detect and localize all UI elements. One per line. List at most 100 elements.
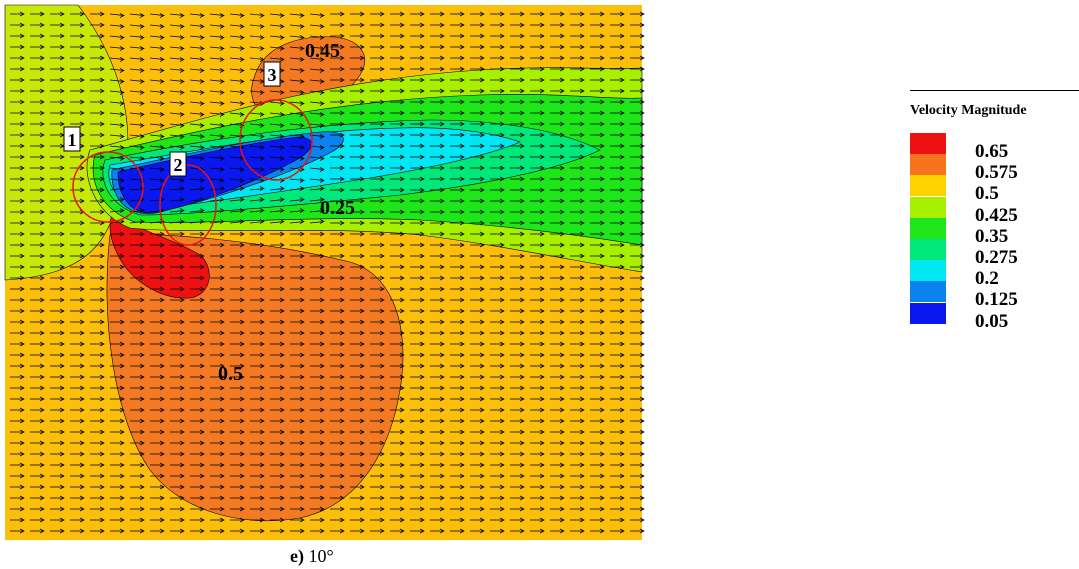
vector-arrow <box>510 473 525 479</box>
vector-arrow <box>130 385 145 391</box>
vector-arrow <box>170 451 185 457</box>
vector-arrow <box>10 22 25 28</box>
vector-arrow <box>610 110 625 116</box>
vector-arrow <box>350 77 365 83</box>
legend-label-5: 0.275 <box>975 247 1018 268</box>
vector-arrow <box>430 99 445 105</box>
vector-arrow <box>70 374 85 380</box>
vector-arrow <box>530 418 545 424</box>
vector-arrow <box>170 396 185 402</box>
vector-arrow <box>70 242 85 248</box>
vector-arrow <box>550 308 565 314</box>
vector-arrow <box>129 101 145 106</box>
vector-arrow <box>330 374 345 380</box>
vector-arrow <box>450 44 465 50</box>
vector-arrow <box>210 275 225 281</box>
vector-arrow <box>309 13 325 18</box>
vector-arrow <box>250 319 265 325</box>
vector-arrow <box>230 264 245 270</box>
vector-arrow <box>90 165 105 171</box>
vector-arrow <box>390 264 405 270</box>
vector-arrow <box>350 198 365 204</box>
vector-arrow <box>189 134 205 139</box>
vector-arrow <box>430 55 445 61</box>
legend-label-4: 0.35 <box>975 225 1009 247</box>
vector-arrow <box>149 13 165 18</box>
vector-arrow <box>309 46 325 51</box>
vector-arrow <box>230 418 245 424</box>
vector-arrow <box>90 132 105 138</box>
vector-arrow <box>209 24 225 29</box>
vector-arrow <box>350 341 365 347</box>
vector-arrow <box>510 319 525 325</box>
vector-arrow <box>50 253 65 259</box>
vector-arrow <box>510 451 525 457</box>
vector-arrow <box>109 112 125 117</box>
vector-arrow <box>430 462 445 468</box>
vector-arrow <box>310 385 325 391</box>
vector-arrow <box>430 44 445 50</box>
vector-arrow <box>10 495 25 501</box>
vector-arrow <box>450 440 465 446</box>
vector-arrow <box>250 451 265 457</box>
vector-arrow <box>210 440 225 446</box>
vector-arrow <box>10 55 25 61</box>
vector-arrow <box>590 517 605 523</box>
vector-arrow <box>430 440 445 446</box>
vector-arrow <box>30 110 45 116</box>
vector-arrow <box>410 495 425 501</box>
vector-arrow <box>510 220 525 226</box>
vector-arrow <box>390 209 405 215</box>
vector-arrow <box>269 24 285 29</box>
vector-arrow <box>410 55 425 61</box>
vector-arrow <box>30 165 45 171</box>
vector-arrow <box>289 156 305 161</box>
vector-arrow <box>309 186 325 191</box>
vector-arrow <box>310 330 325 336</box>
vector-arrow <box>249 156 265 161</box>
vector-arrow <box>190 495 205 501</box>
vector-arrow <box>490 209 505 215</box>
vector-arrow <box>310 308 325 314</box>
vector-arrow <box>50 363 65 369</box>
vector-arrow <box>570 143 585 149</box>
vector-arrow <box>70 528 85 534</box>
vector-arrow <box>30 121 45 127</box>
vector-arrow <box>130 352 145 358</box>
vector-arrow <box>610 66 625 72</box>
vector-arrow <box>230 275 245 281</box>
vector-arrow <box>490 11 505 17</box>
vector-arrow <box>430 66 445 72</box>
vector-arrow <box>530 440 545 446</box>
vector-arrow <box>250 484 265 490</box>
vector-arrow <box>550 407 565 413</box>
vector-arrow <box>10 352 25 358</box>
vector-arrow <box>530 209 545 215</box>
vector-arrow <box>630 495 645 501</box>
vector-arrow <box>450 176 465 182</box>
vector-arrow <box>350 484 365 490</box>
vector-arrow <box>510 341 525 347</box>
vector-arrow <box>50 319 65 325</box>
vector-arrow <box>430 176 445 182</box>
vector-arrow <box>10 154 25 160</box>
vector-arrow <box>490 55 505 61</box>
vector-arrow <box>370 176 385 182</box>
vector-arrow <box>170 352 185 358</box>
vector-arrow <box>30 341 45 347</box>
vector-arrow <box>230 253 245 259</box>
vector-arrow <box>410 44 425 50</box>
vector-arrow <box>410 110 425 116</box>
vector-arrow <box>630 440 645 446</box>
vector-arrow <box>90 385 105 391</box>
vector-arrow <box>350 297 365 303</box>
vector-arrow <box>570 264 585 270</box>
vector-arrow <box>550 473 565 479</box>
marker-box-3: 3 <box>263 61 281 87</box>
vector-arrow <box>230 517 245 523</box>
vector-arrow <box>309 35 325 40</box>
vector-arrow <box>610 418 625 424</box>
vector-arrow <box>510 528 525 534</box>
vector-arrow <box>410 297 425 303</box>
vector-arrow <box>90 176 105 182</box>
